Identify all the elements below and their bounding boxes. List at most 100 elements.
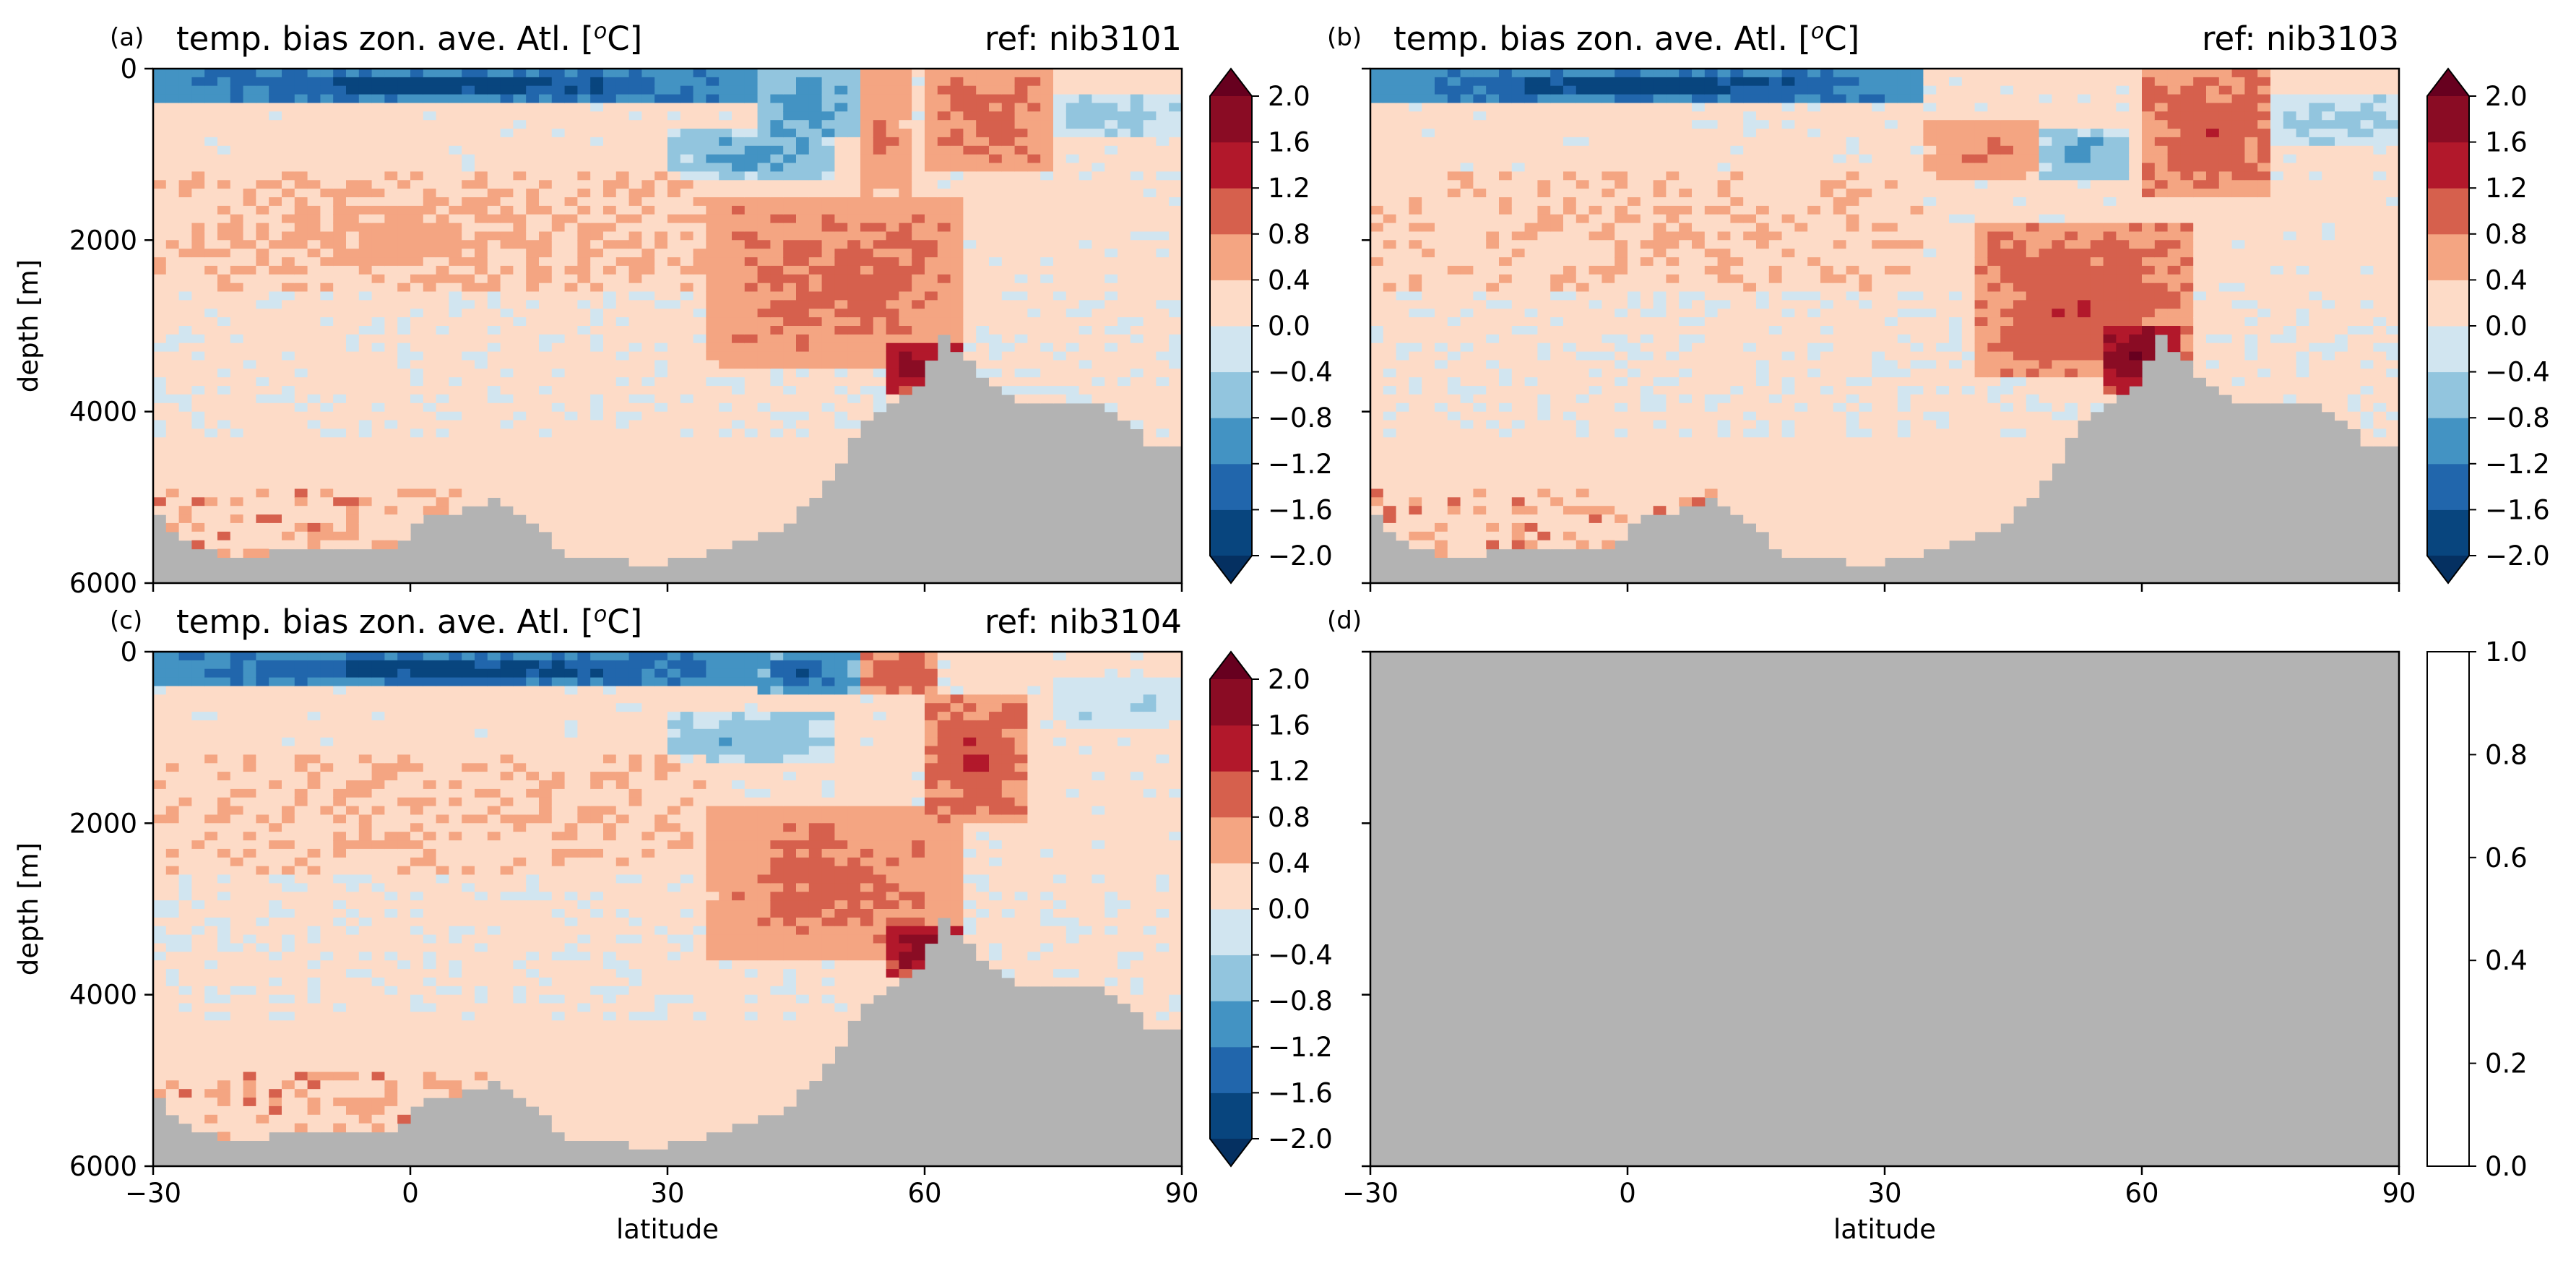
heatmap-cell [1537, 480, 1551, 490]
heatmap-cell [269, 540, 282, 550]
heatmap-cell [539, 283, 553, 293]
heatmap-cell [860, 334, 874, 344]
heatmap-cell [1040, 137, 1054, 147]
heatmap-cell [1105, 249, 1118, 258]
heatmap-cell [307, 317, 321, 327]
heatmap-cell [269, 257, 282, 267]
heatmap-cell [783, 420, 797, 429]
heatmap-cell [603, 334, 617, 344]
heatmap-cell [1169, 394, 1183, 404]
heatmap-cell [667, 69, 681, 78]
heatmap-cell [1014, 326, 1028, 335]
heatmap-cell [153, 111, 167, 121]
heatmap-cell [165, 240, 180, 249]
heatmap-cell [243, 163, 256, 172]
heatmap-cell [564, 145, 578, 155]
heatmap-cell [603, 103, 617, 112]
heatmap-cell [475, 420, 488, 429]
heatmap-cell [153, 351, 167, 361]
heatmap-cell [732, 326, 745, 335]
heatmap-cell [410, 334, 424, 344]
heatmap-cell [1447, 428, 1461, 438]
heatmap-cell [462, 309, 475, 318]
heatmap-cell [976, 317, 990, 327]
heatmap-cell [744, 111, 758, 121]
heatmap-cell [925, 154, 938, 164]
heatmap-cell [256, 428, 269, 438]
heatmap-cell [1156, 437, 1170, 447]
heatmap-cell [1511, 189, 1526, 198]
heatmap-cell [860, 249, 874, 258]
heatmap-cell [912, 342, 925, 353]
heatmap-cell [667, 94, 681, 104]
heatmap-cell [475, 129, 488, 138]
heatmap-cell [1499, 454, 1513, 464]
heatmap-cell [526, 197, 540, 207]
heatmap-cell [1066, 342, 1080, 353]
heatmap-cell [693, 120, 706, 129]
heatmap-cell [1563, 309, 1577, 318]
heatmap-cell [757, 240, 771, 249]
heatmap-cell [191, 411, 205, 421]
heatmap-cell [1511, 531, 1526, 541]
heatmap-cell [333, 462, 347, 473]
heatmap-cell [667, 205, 681, 215]
heatmap-cell [1499, 488, 1513, 498]
heatmap-cell [346, 197, 360, 207]
heatmap-cell [1524, 189, 1538, 198]
heatmap-cell [1169, 223, 1183, 233]
heatmap-cell [243, 223, 256, 233]
heatmap-cell [320, 120, 334, 129]
heatmap-cell [667, 514, 681, 524]
heatmap-cell [449, 317, 462, 327]
heatmap-cell [1422, 154, 1435, 164]
heatmap-cell [230, 514, 244, 524]
heatmap-cell [1511, 180, 1526, 189]
heatmap-cell [346, 368, 360, 378]
heatmap-cell [706, 540, 719, 550]
heatmap-cell [744, 223, 758, 233]
heatmap-cell [1447, 69, 1461, 78]
heatmap-cell [282, 317, 295, 327]
heatmap-cell [551, 249, 566, 258]
heatmap-cell [539, 446, 553, 455]
heatmap-cell [976, 137, 990, 147]
heatmap-cell [1118, 231, 1131, 241]
heatmap-cell [821, 77, 835, 87]
heatmap-cell [1396, 69, 1409, 78]
heatmap-cell [333, 437, 347, 447]
heatmap-cell [989, 94, 1003, 104]
heatmap-cell [808, 103, 823, 112]
heatmap-cell [1589, 283, 1602, 293]
heatmap-cell [1053, 351, 1067, 361]
heatmap-cell [1550, 488, 1564, 498]
heatmap-cell [526, 454, 540, 464]
heatmap-cell [590, 342, 604, 353]
heatmap-cell [706, 462, 719, 473]
heatmap-cell [217, 111, 231, 121]
heatmap-cell [551, 531, 566, 541]
heatmap-cell [615, 368, 630, 378]
heatmap-cell [1409, 446, 1422, 455]
heatmap-cell [1370, 300, 1384, 309]
heatmap-cell [628, 223, 642, 233]
heatmap-cell [1447, 94, 1461, 104]
heatmap-cell [1460, 77, 1474, 87]
heatmap-cell [1511, 145, 1526, 155]
heatmap-cell [1409, 274, 1422, 284]
heatmap-cell [615, 197, 630, 207]
heatmap-cell [204, 291, 218, 301]
heatmap-cell [615, 540, 630, 550]
heatmap-cell [1409, 103, 1422, 112]
heatmap-cell [1460, 171, 1474, 181]
heatmap-cell [693, 342, 706, 353]
heatmap-cell [462, 189, 475, 198]
heatmap-cell [1422, 437, 1435, 447]
heatmap-cell [333, 197, 347, 207]
heatmap-cell [680, 531, 694, 541]
heatmap-cell [577, 163, 591, 172]
heatmap-cell [462, 334, 475, 344]
heatmap-cell [1014, 223, 1028, 233]
heatmap-cell [462, 394, 475, 404]
heatmap-cell [294, 497, 308, 507]
